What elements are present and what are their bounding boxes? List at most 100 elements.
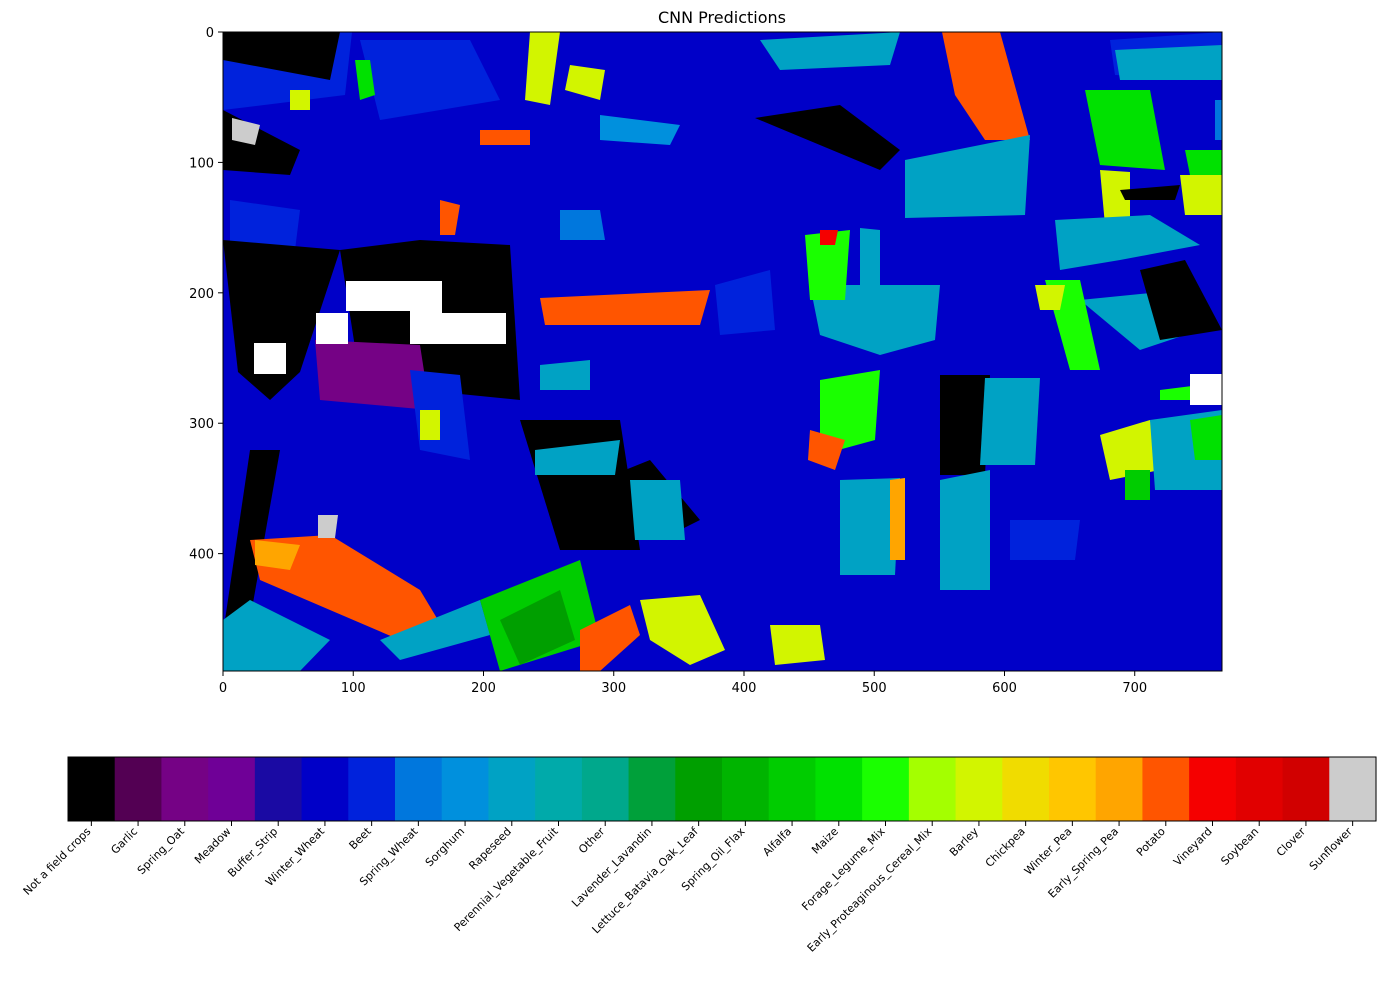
map-field-71 [1215,100,1222,140]
colorbar-swatch [1282,757,1330,821]
map-field-13 [1180,175,1222,215]
map-field-46 [250,535,450,640]
colorbar-tick-label: Soybean [1218,825,1261,868]
map-field-24 [540,290,710,325]
map-field-37 [808,430,845,470]
colorbar-tick-label: Forage_Legume_Mix [799,825,888,914]
map-field-8 [942,32,1030,140]
colorbar-tick-label: Sorghum [423,825,467,869]
map-field-2 [223,32,340,80]
no-data-block-1 [316,313,348,344]
map-field-57 [318,515,338,538]
colorbar-tick-label: Vineyard [1171,825,1215,869]
no-data-block-5 [254,343,286,374]
colorbar-tick-label: Sunflower [1307,825,1355,873]
colorbar-swatch [628,757,676,821]
no-data-block-6 [1190,374,1222,405]
colorbar-tick-label: Clover [1274,825,1308,859]
colorbar-tick-label: Potato [1134,825,1168,859]
x-tick-label: 700 [1122,681,1147,696]
colorbar-swatch [815,757,863,821]
colorbar [68,757,1377,821]
map-field-47 [255,540,300,570]
colorbar-tick-label: Beet [347,824,375,852]
map-field-49 [380,600,490,660]
colorbar-tick-label: Maize [809,825,841,857]
map-field-58 [232,118,260,145]
x-tick-label: 500 [862,681,887,696]
map-field-10 [1115,45,1222,80]
no-data-block-4 [410,311,442,313]
colorbar-swatch [862,757,910,821]
colorbar-swatch [114,757,163,821]
map-field-55 [840,478,900,575]
y-tick-label: 0 [206,26,214,41]
map-field-28 [860,228,880,290]
y-axis: 0 100 200 300 400 [189,26,223,563]
no-data-block-0 [346,281,442,311]
colorbar-swatch [1095,757,1144,821]
map-field-5 [525,32,560,105]
map-field-48 [223,600,330,671]
map-field-54 [770,625,825,665]
map-field-51 [500,590,575,665]
y-tick-label: 200 [189,287,214,302]
colorbar-tick-label: Lavender_Lavandin [569,825,654,910]
x-tick-label: 100 [341,681,366,696]
colorbar-swatch [488,757,536,821]
map-field-21 [223,240,340,400]
map-field-60 [1010,520,1080,560]
colorbar-swatch [768,757,817,821]
map-field-31 [940,375,990,475]
chart-title: CNN Predictions [658,8,786,27]
colorbar-tick-label: Other [576,825,608,857]
no-data-block-3 [442,313,506,344]
colorbar-swatch [68,757,116,821]
map-field-23 [315,340,430,410]
colorbar-tick-label: Chickpea [983,825,1028,870]
map-field-43 [535,440,620,475]
colorbar-swatch [441,757,490,821]
map-field-16 [755,105,900,170]
colorbar-swatch [208,757,256,821]
x-axis: 0 100 200 300 400 500 600 700 [219,671,1147,696]
colorbar-swatch [1189,757,1237,821]
colorbar-swatch [581,757,630,821]
map-field-42 [420,410,440,440]
x-tick-label: 600 [992,681,1017,696]
map-axes-frame [222,31,1223,672]
map-field-62 [560,210,605,240]
prediction-map [223,32,1222,671]
map-field-59 [1125,470,1150,500]
colorbar-swatch [301,757,349,821]
map-field-72 [1190,415,1222,460]
map-field-34 [1100,420,1160,480]
colorbar-swatch [722,757,770,821]
map-field-45 [225,450,280,620]
colorbar-swatch [348,757,396,821]
colorbar-swatch [161,757,209,821]
map-field-7 [760,32,900,70]
map-field-67 [290,90,310,110]
map-field-44 [630,480,685,540]
colorbar-swatch [955,757,1003,821]
map-field-14 [1185,150,1222,175]
x-tick-label: 200 [471,681,496,696]
colorbar-swatch [1235,757,1284,821]
map-field-56 [890,478,905,560]
colorbar-swatch [908,757,957,821]
map-field-33 [940,470,990,590]
map-field-68 [600,115,680,145]
colorbar-tick-label: Barley [947,825,981,859]
y-tick-label: 100 [189,156,214,171]
map-field-65 [440,200,460,235]
colorbar-frame [67,756,1377,822]
map-field-36 [820,370,880,455]
colorbar-tick-label: Spring_Oat [135,824,188,877]
x-tick-label: 400 [732,681,757,696]
colorbar-tick-label: Alfalfa [760,825,794,859]
map-field-52 [580,605,640,671]
map-field-66 [355,60,375,100]
colorbar-swatch [254,757,303,821]
